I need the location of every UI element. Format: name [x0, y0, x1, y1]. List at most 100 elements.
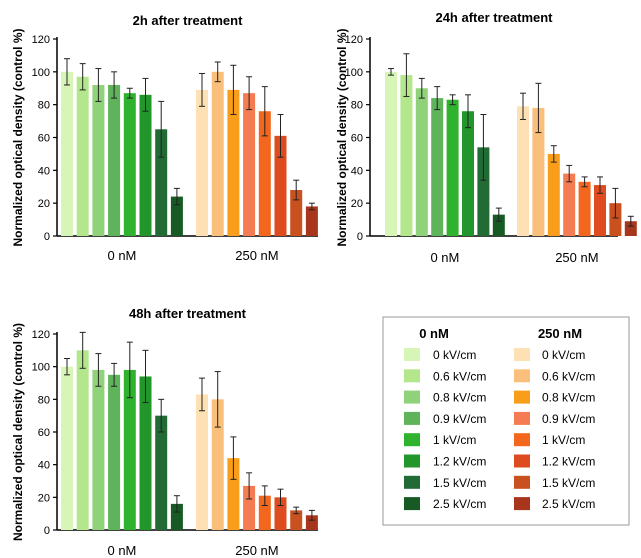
legend-header-0nm: 0 nM: [419, 326, 449, 341]
legend-label: 1.5 kV/cm: [433, 476, 486, 490]
bar: [290, 190, 303, 236]
bar: [155, 415, 168, 530]
bar: [170, 196, 183, 236]
bar: [477, 147, 490, 236]
legend-frame: [382, 316, 630, 526]
bar: [108, 374, 121, 530]
bar: [532, 107, 545, 236]
legend-label: 1.2 kV/cm: [542, 455, 595, 469]
legend-swatch: [514, 411, 530, 425]
legend-label: 0 kV/cm: [542, 348, 585, 362]
bar: [446, 99, 459, 236]
legend-swatch: [514, 348, 530, 361]
y-tick-label: 120: [32, 329, 50, 341]
legend-swatch: [514, 390, 530, 404]
bar: [431, 98, 444, 236]
chart-title: 2h after treatment: [133, 13, 243, 28]
y-tick-label: 40: [351, 165, 363, 177]
bar: [258, 495, 271, 530]
y-tick-label: 60: [351, 133, 363, 145]
y-axis-label: Normalized optical density (control %): [11, 28, 25, 246]
chart-panel-1: 2h after treatment Normalized optical den…: [11, 13, 318, 263]
legend-label: 1.5 kV/cm: [542, 476, 595, 490]
y-axis-label: Normalized optical density (control %): [335, 28, 349, 246]
bar: [76, 76, 89, 236]
legend-swatch: [514, 433, 530, 447]
legend-label: 1.2 kV/cm: [433, 455, 486, 469]
bar: [227, 458, 240, 530]
bar: [139, 376, 152, 530]
y-tick-label: 80: [351, 100, 363, 112]
legend-label: 2.5 kV/cm: [433, 497, 486, 511]
legend-swatch: [514, 454, 530, 468]
legend-swatch: [514, 369, 530, 383]
bar: [76, 350, 89, 530]
bar: [170, 503, 183, 530]
y-tick-label: 100: [32, 362, 50, 374]
y-tick-label: 0: [44, 525, 50, 537]
y-tick-label: 40: [38, 460, 50, 472]
legend-label: 0 kV/cm: [433, 348, 476, 362]
bar: [243, 93, 256, 236]
y-tick-label: 80: [38, 100, 50, 112]
legend-label: 2.5 kV/cm: [542, 497, 595, 511]
bar: [196, 89, 208, 237]
legend-label: 0.9 kV/cm: [542, 412, 595, 426]
legend-swatch: [404, 497, 420, 511]
bar: [609, 203, 622, 236]
legend-label: 0.6 kV/cm: [433, 369, 486, 383]
bar: [594, 185, 606, 236]
chart-title: 24h after treatment: [435, 10, 553, 25]
legend-swatch: [404, 433, 420, 447]
chart-panels: 2h after treatment Normalized optical den…: [11, 10, 637, 558]
bar: [196, 394, 208, 530]
bar: [123, 93, 136, 236]
legend: 0 nM 250 nM 0 kV/cm 0 kV/cm 0.6 kV/cm 0.6 k…: [382, 316, 630, 526]
y-tick-label: 100: [345, 67, 363, 79]
legend-swatch: [404, 390, 420, 404]
legend-swatch: [514, 497, 530, 511]
bar: [305, 206, 318, 236]
bar: [108, 84, 121, 236]
legend-header-250nm: 250 nM: [538, 326, 582, 341]
legend-label: 1 kV/cm: [433, 433, 476, 447]
legend-swatch: [404, 369, 420, 383]
category-label: 0 nM: [107, 543, 136, 558]
bar: [211, 71, 224, 236]
bar: [92, 84, 105, 236]
bar: [243, 485, 256, 530]
bar: [139, 94, 152, 236]
bar: [415, 88, 428, 236]
bar: [274, 135, 287, 236]
category-label: 0 nM: [107, 248, 136, 263]
y-axis-label: Normalized optical density (control %): [11, 323, 25, 541]
y-tick-label: 60: [38, 133, 50, 145]
y-tick-label: 0: [357, 231, 363, 243]
y-tick-label: 60: [38, 427, 50, 439]
bar: [92, 369, 105, 530]
bar: [547, 153, 560, 236]
bar: [578, 181, 591, 236]
y-tick-label: 80: [38, 394, 50, 406]
legend-label: 0.9 kV/cm: [433, 412, 486, 426]
y-tick-label: 20: [351, 198, 363, 210]
legend-label: 0.8 kV/cm: [433, 391, 486, 405]
bar: [305, 515, 318, 530]
category-label: 250 nM: [235, 543, 278, 558]
bar: [211, 399, 224, 530]
legend-label: 0.6 kV/cm: [542, 369, 595, 383]
legend-swatch: [404, 475, 420, 489]
bar: [400, 75, 413, 236]
legend-swatch: [404, 411, 420, 425]
legend-swatch: [404, 454, 420, 468]
y-tick-label: 20: [38, 198, 50, 210]
bar: [492, 214, 505, 236]
bar: [258, 111, 271, 236]
legend-label: 0.8 kV/cm: [542, 391, 595, 405]
bar: [462, 111, 474, 236]
y-tick-label: 100: [32, 67, 50, 79]
chart-title: 48h after treatment: [129, 306, 247, 321]
category-label: 250 nM: [235, 248, 278, 263]
category-label: 250 nM: [555, 250, 598, 265]
